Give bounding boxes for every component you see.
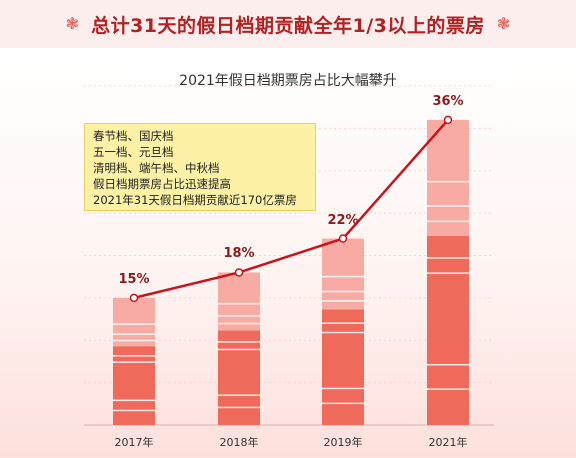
annotation-line: 清明档、端午档、中秋档 [93, 161, 220, 175]
bar-upper-segment [322, 238, 364, 310]
chart-title: 2021年假日档期票房占比大幅攀升 [179, 73, 397, 89]
bar-separator [427, 388, 469, 390]
bar-separator [427, 257, 469, 259]
bar-lower-segment [427, 235, 469, 425]
bar-upper-segment [427, 119, 469, 236]
bar-separator [322, 322, 364, 324]
annotation-line: 春节档、国庆档 [93, 129, 174, 143]
bar-separator [322, 290, 364, 293]
bar-upper-segment [218, 272, 260, 331]
bar-separator [218, 406, 260, 409]
x-tick-label: 2018年 [219, 436, 259, 449]
bar-separator [113, 333, 155, 335]
bar-separator [113, 409, 155, 412]
bar-upper-segment [113, 297, 155, 347]
page-title: 总计31天的假日档期贡献全年1/3以上的票房 [91, 14, 485, 37]
value-label: 15% [118, 271, 150, 287]
annotation-line: 五一档、元旦档 [93, 145, 174, 159]
chart-panel [0, 48, 576, 458]
bar-separator [427, 205, 469, 207]
bar-separator [218, 348, 260, 351]
annotation-line: 假日档期票房占比迅速提高 [93, 177, 231, 191]
bar-separator [427, 180, 469, 183]
annotation-box: 春节档、国庆档 五一档、元旦档 清明档、端午档、中秋档 假日档期票房占比迅速提高… [84, 123, 316, 211]
bar-separator [322, 402, 364, 405]
value-label: 36% [432, 93, 464, 109]
bar-separator [427, 272, 469, 274]
bar-separator [113, 399, 155, 402]
flower-icon: ❃ [65, 14, 80, 33]
header-banner: ❃ 总计31天的假日档期贡献全年1/3以上的票房 ❃ [0, 0, 576, 48]
bar-lower-segment [113, 346, 155, 425]
bar-separator [113, 323, 155, 325]
bar-separator [322, 387, 364, 390]
bar-separator [218, 394, 260, 396]
flower-icon: ❃ [496, 14, 511, 33]
bar-separator [113, 355, 155, 357]
bar-separator [218, 322, 260, 325]
trend-point [234, 268, 244, 277]
value-label: 22% [327, 212, 359, 228]
bar-separator [322, 300, 364, 302]
trend-point [338, 234, 348, 243]
x-tick-label: 2017年 [114, 436, 154, 449]
bar-separator [322, 331, 364, 334]
bar-separator [218, 315, 260, 317]
trend-point [129, 293, 139, 303]
bar-separator [113, 361, 155, 363]
value-label: 18% [223, 246, 255, 262]
bar-separator [427, 220, 469, 223]
bar-lower-segment [218, 330, 260, 425]
bar-separator [218, 341, 260, 343]
bar-separator [427, 363, 469, 366]
bar-lower-segment [322, 309, 364, 425]
x-tick-label: 2021年 [428, 436, 468, 449]
bar-separator [113, 339, 155, 342]
annotation-line: 2021年31天假日档期贡献近170亿票房 [93, 193, 297, 207]
bar-separator [322, 275, 364, 278]
x-tick-label: 2019年 [323, 436, 363, 449]
bar-separator [218, 302, 260, 305]
trend-line [133, 119, 449, 300]
trend-point [443, 115, 453, 125]
